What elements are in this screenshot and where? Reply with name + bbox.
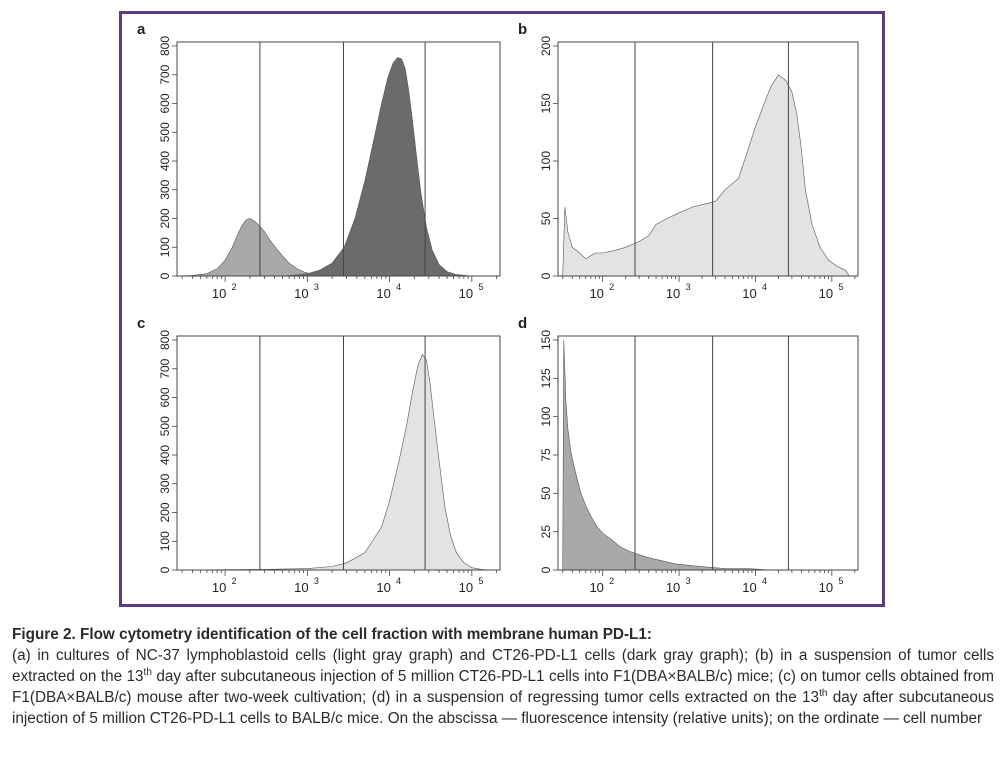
caption-superscript: th <box>143 666 152 678</box>
x-tick-exponent: 5 <box>838 282 843 292</box>
panel-label: c <box>137 315 145 332</box>
x-tick-label: 10 <box>742 286 756 301</box>
x-tick-exponent: 2 <box>609 282 614 292</box>
x-tick-exponent: 3 <box>314 576 319 586</box>
x-tick-exponent: 3 <box>686 282 691 292</box>
x-tick-label: 10 <box>819 286 833 301</box>
x-tick-exponent: 2 <box>609 576 614 586</box>
plot-border <box>557 41 859 277</box>
figure-panels: a10 2 10 3 10 4 10 50100200300400500600700800b1… <box>137 21 859 595</box>
y-tick-label: 800 <box>158 36 172 56</box>
y-tick-label: 0 <box>539 566 553 573</box>
x-tick-label: 10 <box>666 580 680 595</box>
figure-frame: a 10 2 10 3 10 4 10 5 0 100 200 300 400 500 600 700 800 b 1… <box>119 11 885 607</box>
panel-a: a 10 2 10 3 10 4 10 5 0 100 200 300 400 500 600 700 800 <box>137 21 501 301</box>
y-tick-label: 800 <box>158 330 172 350</box>
y-tick-label: 50 <box>539 486 553 500</box>
panel-label: a <box>137 21 146 38</box>
x-tick-exponent: 5 <box>478 282 483 292</box>
plot-border <box>557 335 859 571</box>
y-tick-label: 700 <box>158 64 172 84</box>
figure-caption: Figure 2. Flow cytometry identification … <box>12 624 994 729</box>
x-tick-label: 10 <box>294 286 308 301</box>
y-tick-label: 0 <box>539 272 553 279</box>
x-tick-label: 10 <box>212 580 226 595</box>
caption-superscript: th <box>819 687 828 699</box>
x-tick-label: 10 <box>212 286 226 301</box>
plot-border <box>176 335 501 571</box>
x-tick-label: 10 <box>589 580 603 595</box>
y-tick-label: 500 <box>158 122 172 142</box>
y-tick-label: 300 <box>158 179 172 199</box>
histogram-series <box>562 339 792 571</box>
caption-body-part: day after subcutaneous injection of 5 mi… <box>12 668 995 706</box>
y-tick-label: 100 <box>539 151 553 171</box>
x-tick-exponent: 2 <box>232 576 237 586</box>
x-tick-label: 10 <box>589 286 603 301</box>
x-tick-exponent: 4 <box>396 576 401 586</box>
y-tick-label: 0 <box>158 566 172 573</box>
y-tick-label: 200 <box>158 208 172 228</box>
x-tick-exponent: 4 <box>762 282 767 292</box>
y-tick-label: 200 <box>539 36 553 56</box>
y-tick-label: 25 <box>539 525 553 539</box>
x-tick-label: 10 <box>666 286 680 301</box>
caption-title: Figure 2. Flow cytometry identification … <box>12 626 653 643</box>
y-tick-label: 600 <box>158 93 172 113</box>
x-tick-exponent: 3 <box>314 282 319 292</box>
y-tick-label: 75 <box>539 448 553 462</box>
y-tick-label: 300 <box>158 473 172 493</box>
y-tick-label: 50 <box>539 212 553 226</box>
x-tick-exponent: 5 <box>478 576 483 586</box>
y-tick-label: 600 <box>158 387 172 407</box>
x-tick-exponent: 4 <box>396 282 401 292</box>
y-tick-label: 150 <box>539 330 553 350</box>
y-tick-label: 700 <box>158 358 172 378</box>
x-tick-label: 10 <box>294 580 308 595</box>
histogram-series <box>176 218 341 277</box>
y-tick-label: 200 <box>158 502 172 522</box>
x-tick-label: 10 <box>459 286 473 301</box>
x-tick-exponent: 3 <box>686 576 691 586</box>
y-tick-label: 100 <box>158 531 172 551</box>
caption-body-part: day after subcutaneous injection of 5 mi… <box>12 689 995 727</box>
x-tick-exponent: 4 <box>762 576 767 586</box>
y-tick-label: 150 <box>539 93 553 113</box>
x-tick-label: 10 <box>459 580 473 595</box>
y-tick-label: 400 <box>158 445 172 465</box>
plot-border <box>176 41 501 277</box>
x-tick-exponent: 2 <box>232 282 237 292</box>
y-tick-label: 100 <box>539 406 553 426</box>
panel-label: d <box>518 315 527 332</box>
caption-body-part: (a) in cultures of NC-37 lymphoblastoid … <box>12 647 994 685</box>
y-tick-label: 0 <box>158 272 172 279</box>
y-tick-label: 100 <box>158 237 172 257</box>
y-tick-label: 500 <box>158 416 172 436</box>
x-tick-label: 10 <box>376 580 390 595</box>
x-tick-label: 10 <box>742 580 756 595</box>
x-tick-label: 10 <box>819 580 833 595</box>
histogram-series <box>562 74 850 277</box>
panel-c: c 10 2 10 3 10 4 10 5 0 100 200 300 400 500 600 700 800 <box>137 315 501 595</box>
histogram-series <box>176 353 489 571</box>
panel-label: b <box>518 21 527 38</box>
y-tick-label: 400 <box>158 151 172 171</box>
histogram-series <box>282 57 482 277</box>
x-tick-label: 10 <box>376 286 390 301</box>
x-tick-exponent: 5 <box>838 576 843 586</box>
y-tick-label: 125 <box>539 368 553 388</box>
caption-body: (a) in cultures of NC-37 lymphoblastoid … <box>12 647 994 727</box>
